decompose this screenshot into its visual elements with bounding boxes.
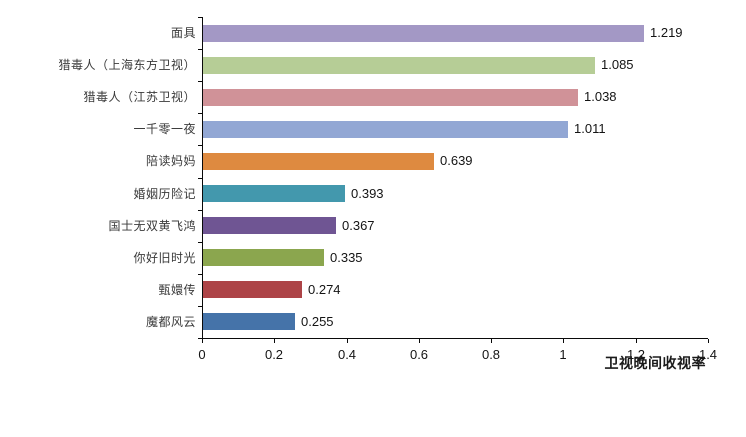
y-axis-tick	[198, 145, 202, 146]
x-axis-tick	[491, 339, 492, 343]
x-axis-tick-label: 0	[198, 347, 206, 362]
bar	[203, 249, 324, 267]
x-axis-tick	[708, 339, 709, 343]
value-label: 1.219	[650, 25, 683, 41]
y-axis-tick	[198, 242, 202, 243]
category-label: 面具	[170, 26, 196, 41]
y-axis-tick	[198, 274, 202, 275]
x-axis-tick-label: 0.6	[409, 347, 429, 362]
x-axis-tick-label: 0.8	[481, 347, 501, 362]
value-label: 0.639	[440, 153, 473, 169]
x-axis-tick-label: 0.2	[264, 347, 284, 362]
category-label: 陪读妈妈	[145, 154, 196, 169]
x-axis-title: 卫视晚间收视率	[604, 357, 706, 372]
bar	[203, 152, 434, 170]
category-label: 一千零一夜	[133, 122, 196, 137]
x-axis-tick-label: 1.2	[626, 347, 646, 362]
y-axis-tick	[198, 210, 202, 211]
x-axis-tick	[202, 339, 203, 343]
category-label: 你好旧时光	[133, 250, 196, 265]
x-axis-tick	[347, 339, 348, 343]
value-label: 0.274	[308, 281, 341, 297]
bar	[203, 88, 578, 106]
x-axis-tick	[419, 339, 420, 343]
category-label: 国士无双黄飞鸿	[108, 218, 196, 233]
bar	[203, 185, 345, 203]
value-label: 0.393	[351, 185, 384, 201]
value-label: 1.038	[584, 89, 617, 105]
value-label: 0.255	[301, 313, 334, 329]
category-label: 婚姻历险记	[133, 186, 196, 201]
x-axis-tick-label: 0.4	[337, 347, 357, 362]
y-axis-tick	[198, 178, 202, 179]
value-label: 0.335	[330, 249, 363, 265]
x-axis-tick	[563, 339, 564, 343]
bar	[203, 56, 595, 74]
bar	[203, 120, 568, 138]
category-label: 甄嬛传	[158, 282, 196, 297]
x-axis-line	[202, 338, 708, 339]
value-label: 1.085	[601, 57, 634, 73]
x-axis-tick	[636, 339, 637, 343]
category-label: 魔都风云	[145, 314, 196, 329]
y-axis-tick	[198, 113, 202, 114]
x-axis-tick	[274, 339, 275, 343]
y-axis-tick	[198, 306, 202, 307]
bar	[203, 217, 336, 235]
value-label: 0.367	[342, 217, 375, 233]
x-axis-tick-label: 1	[559, 347, 567, 362]
y-axis-tick	[198, 338, 202, 339]
value-label: 1.011	[574, 121, 606, 137]
y-axis-line	[202, 17, 203, 339]
category-label: 猎毒人（江苏卫视）	[83, 90, 196, 105]
y-axis-tick	[198, 17, 202, 18]
category-label: 猎毒人（上海东方卫视）	[58, 58, 196, 73]
bar	[203, 281, 302, 299]
bar	[203, 24, 644, 42]
y-axis-tick	[198, 81, 202, 82]
x-axis-tick-label: 1.4	[698, 347, 718, 362]
y-axis-tick	[198, 49, 202, 50]
bar	[203, 313, 295, 331]
